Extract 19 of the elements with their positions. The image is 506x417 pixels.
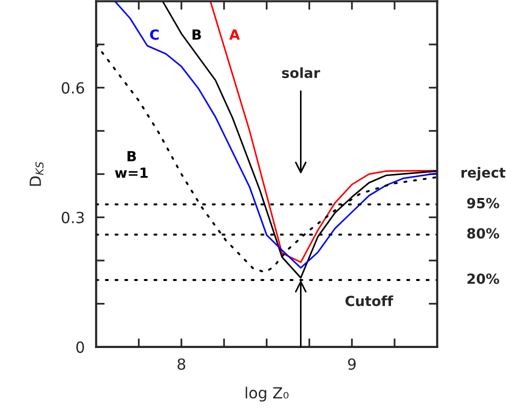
text: 80% xyxy=(467,228,500,239)
text: 95% xyxy=(467,198,500,208)
annotation: Cutoff xyxy=(345,295,394,306)
series-label: B w=1 xyxy=(115,151,148,178)
text: 20% xyxy=(467,273,500,284)
line-series xyxy=(210,1,438,264)
line-series xyxy=(114,1,438,269)
y-tick-label: 0.3 xyxy=(62,212,84,224)
x-tick-label: 8 xyxy=(178,358,186,370)
series-label: C xyxy=(150,29,159,40)
series-label: A xyxy=(229,30,240,40)
x-tick-label: 9 xyxy=(348,358,356,370)
y-axis-title: D$_{KS}$ xyxy=(30,162,44,186)
y-tick-label: 0 xyxy=(76,341,84,353)
text: reject xyxy=(462,167,506,181)
annotation: solar xyxy=(282,67,320,78)
x-axis-title: log Z₀ xyxy=(246,386,288,402)
y-tick-label: 0.6 xyxy=(62,82,84,94)
series-label: B xyxy=(192,30,201,40)
